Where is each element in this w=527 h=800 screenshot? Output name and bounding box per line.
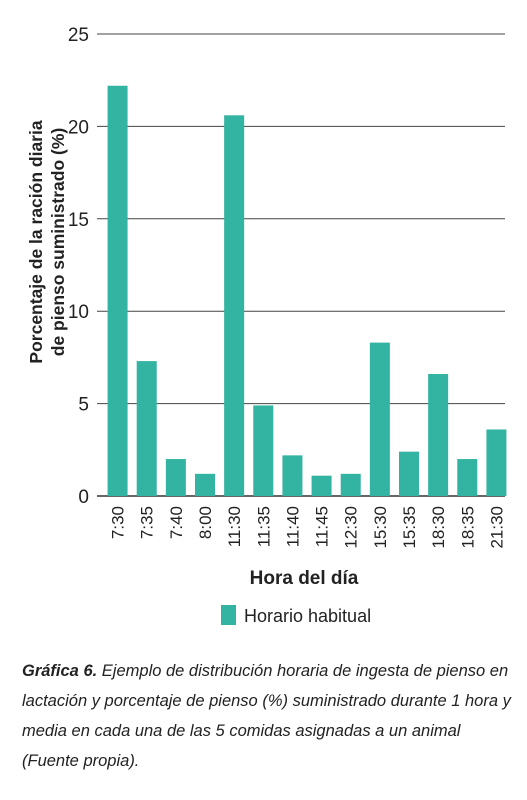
legend: Horario habitual [221,605,371,626]
bar [253,405,274,496]
bar [428,374,449,496]
y-axis-label: Porcentaje de la ración diaria de pienso … [26,120,68,363]
x-tick-label: 11:35 [254,506,273,547]
y-tick-label: 10 [68,302,89,323]
bar [399,451,419,496]
legend-label: Horario habitual [244,606,371,626]
x-tick-label: 11:45 [313,506,332,547]
bar [107,85,128,496]
bars [107,85,507,496]
y-tick-label: 20 [68,117,89,138]
y-tick-label: 15 [68,210,89,231]
y-tick-label: 25 [68,25,89,46]
bar-chart: 0 5 10 15 20 25 7:30 7:35 7:40 8:00 11:30 11:35 11:… [26,25,507,626]
bar [369,342,390,496]
x-axis-label: Hora del día [250,568,359,589]
x-tick-label: 15:30 [371,506,390,549]
x-tick-label: 11:30 [225,506,244,547]
bar [282,455,303,496]
x-tick-label: 12:30 [342,506,361,549]
x-tick-label: 15:35 [400,506,419,549]
y-axis-label-line: Porcentaje de la ración diaria [26,120,46,363]
y-tick-labels: 0 5 10 15 20 25 [68,25,89,508]
x-tick-label: 11:40 [283,506,302,547]
bar [340,473,361,496]
bar [486,429,507,496]
bar [136,361,157,496]
figure-caption: Gráfica 6. Ejemplo de distribución horar… [22,656,517,776]
legend-swatch [221,605,236,625]
x-tick-label: 21:30 [487,506,506,549]
y-tick-label: 0 [78,487,89,508]
bar [195,473,215,496]
bar [165,459,186,496]
x-tick-labels: 7:30 7:35 7:40 8:00 11:30 11:35 11:40 11:45 12:3… [109,506,507,549]
x-tick-label: 7:30 [109,506,128,539]
x-tick-label: 7:40 [167,506,186,539]
x-tick-label: 18:30 [429,506,448,549]
bar [224,115,245,496]
x-tick-label: 8:00 [196,506,215,539]
caption-text: Ejemplo de distribución horaria de inges… [22,662,511,770]
caption-label: Gráfica 6. [22,662,98,680]
x-tick-label: 18:35 [458,506,477,549]
y-tick-label: 5 [78,395,89,416]
bar [457,459,478,496]
y-axis-label-line: de pienso suministrado (%) [48,128,68,357]
x-tick-label: 7:35 [138,506,157,539]
bar [311,475,332,496]
